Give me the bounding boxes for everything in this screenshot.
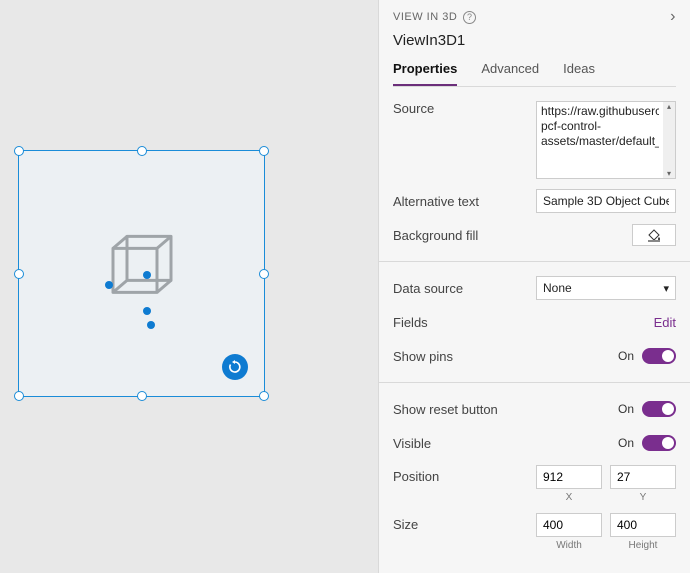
pin-marker[interactable] bbox=[143, 307, 151, 315]
breadcrumb: VIEW IN 3D ? › bbox=[393, 8, 676, 26]
bg-fill-button[interactable] bbox=[632, 224, 676, 246]
size-height-input[interactable] bbox=[610, 513, 676, 537]
position-y-input[interactable] bbox=[610, 465, 676, 489]
alt-text-label: Alternative text bbox=[393, 194, 479, 209]
data-source-label: Data source bbox=[393, 281, 463, 296]
3d-cube-preview[interactable] bbox=[103, 228, 181, 311]
tab-ideas[interactable]: Ideas bbox=[563, 61, 595, 86]
size-height-caption: Height bbox=[629, 540, 658, 551]
position-label: Position bbox=[393, 465, 439, 484]
paint-bucket-icon bbox=[646, 228, 662, 242]
position-x-input[interactable] bbox=[536, 465, 602, 489]
resize-handle-tl[interactable] bbox=[14, 146, 24, 156]
show-pins-state: On bbox=[618, 349, 634, 363]
data-source-value: None bbox=[543, 281, 572, 295]
pin-marker[interactable] bbox=[147, 321, 155, 329]
resize-handle-tm[interactable] bbox=[137, 146, 147, 156]
component-name: ViewIn3D1 bbox=[393, 32, 676, 49]
fields-edit-link[interactable]: Edit bbox=[654, 315, 676, 330]
show-reset-label: Show reset button bbox=[393, 402, 498, 417]
visible-label: Visible bbox=[393, 436, 431, 451]
properties-panel: VIEW IN 3D ? › ViewIn3D1 Properties Adva… bbox=[378, 0, 690, 573]
reset-view-button[interactable] bbox=[222, 354, 248, 380]
source-input[interactable]: https://raw.githubusercontent.com/micros… bbox=[536, 101, 676, 179]
section-content: Source https://raw.githubusercontent.com… bbox=[379, 87, 690, 262]
resize-handle-br[interactable] bbox=[259, 391, 269, 401]
tab-properties[interactable]: Properties bbox=[393, 61, 457, 86]
chevron-down-icon: ▾ bbox=[663, 282, 669, 295]
size-label: Size bbox=[393, 513, 418, 532]
resize-handle-mr[interactable] bbox=[259, 269, 269, 279]
breadcrumb-label: VIEW IN 3D bbox=[393, 11, 457, 23]
pin-marker[interactable] bbox=[105, 281, 113, 289]
fields-label: Fields bbox=[393, 315, 428, 330]
tab-advanced[interactable]: Advanced bbox=[481, 61, 539, 86]
expand-chevron-icon[interactable]: › bbox=[670, 8, 676, 26]
position-y-caption: Y bbox=[640, 492, 647, 503]
section-data: Data source None ▾ Fields Edit Show pins… bbox=[379, 262, 690, 383]
position-x-caption: X bbox=[566, 492, 573, 503]
show-reset-toggle[interactable] bbox=[642, 401, 676, 417]
help-icon[interactable]: ? bbox=[463, 11, 476, 24]
data-source-select[interactable]: None ▾ bbox=[536, 276, 676, 300]
show-reset-state: On bbox=[618, 402, 634, 416]
show-pins-label: Show pins bbox=[393, 349, 453, 364]
resize-handle-bl[interactable] bbox=[14, 391, 24, 401]
show-pins-toggle[interactable] bbox=[642, 348, 676, 364]
source-label: Source bbox=[393, 101, 434, 116]
section-layout: Show reset button On Visible On Position… bbox=[379, 383, 690, 565]
resize-handle-bm[interactable] bbox=[137, 391, 147, 401]
source-scrollbar[interactable]: ▴▾ bbox=[663, 102, 675, 178]
pin-marker[interactable] bbox=[143, 271, 151, 279]
design-canvas[interactable] bbox=[0, 0, 378, 573]
visible-toggle[interactable] bbox=[642, 435, 676, 451]
source-value: https://raw.githubusercontent.com/micros… bbox=[541, 104, 659, 176]
resize-handle-ml[interactable] bbox=[14, 269, 24, 279]
control-selection-frame[interactable] bbox=[18, 150, 265, 397]
alt-text-input[interactable] bbox=[536, 189, 676, 213]
bg-fill-label: Background fill bbox=[393, 228, 478, 243]
property-tabs: Properties Advanced Ideas bbox=[393, 61, 676, 87]
visible-state: On bbox=[618, 436, 634, 450]
size-width-input[interactable] bbox=[536, 513, 602, 537]
resize-handle-tr[interactable] bbox=[259, 146, 269, 156]
size-width-caption: Width bbox=[556, 540, 582, 551]
